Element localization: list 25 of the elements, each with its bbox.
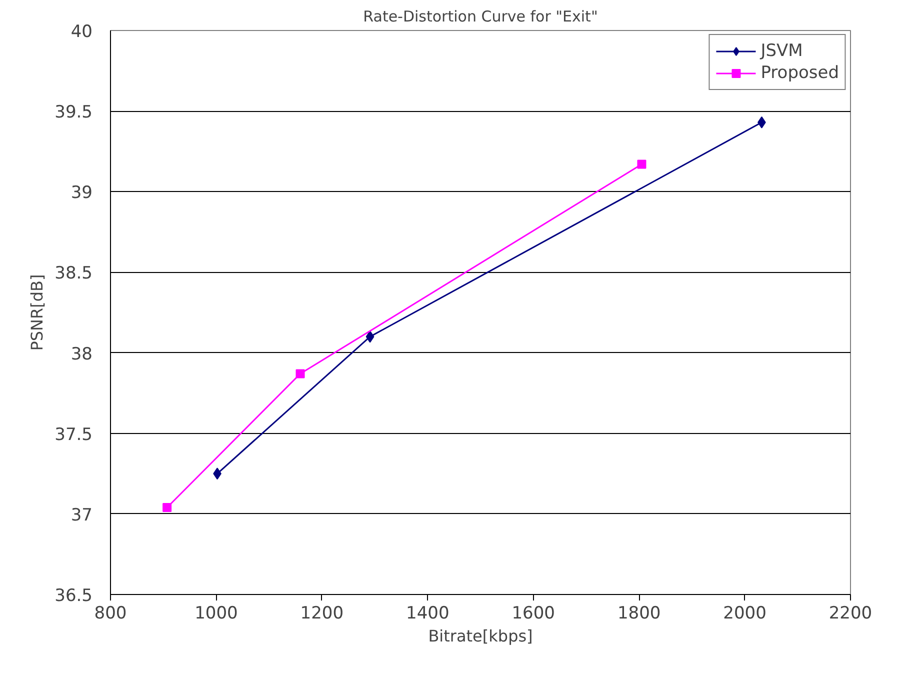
legend-label: JSVM bbox=[760, 41, 803, 61]
y-tick-label: 36.5 bbox=[54, 586, 93, 606]
point bbox=[296, 369, 305, 378]
y-tick-label: 38 bbox=[70, 344, 93, 364]
legend-label: Proposed bbox=[760, 63, 839, 83]
y-tick-label: 39.5 bbox=[54, 102, 93, 123]
y-axis-title: PSNR[dB] bbox=[28, 274, 47, 351]
y-tick-label: 37 bbox=[70, 505, 93, 526]
x-tick-label: 2000 bbox=[723, 604, 766, 624]
x-tick-label: 800 bbox=[94, 604, 127, 624]
y-tick-label: 37.5 bbox=[54, 424, 93, 445]
point bbox=[366, 330, 374, 343]
x-tick-label: 1600 bbox=[512, 604, 555, 624]
chart-title: Rate-Distortion Curve for "Exit" bbox=[363, 8, 598, 26]
x-tick-label: 1000 bbox=[194, 604, 238, 624]
y-tick-label: 39 bbox=[70, 183, 93, 204]
point bbox=[162, 502, 172, 512]
y-tick-label: 40 bbox=[70, 22, 93, 42]
y-tick-label: 38.5 bbox=[54, 264, 93, 284]
x-tick-label: 1200 bbox=[300, 604, 344, 624]
x-tick-label: 1400 bbox=[406, 604, 450, 624]
x-tick-label: 2200 bbox=[828, 604, 872, 624]
point bbox=[637, 160, 646, 169]
x-tick-label: 1800 bbox=[617, 604, 661, 624]
x-axis-title: Bitrate[kbps] bbox=[428, 626, 533, 646]
